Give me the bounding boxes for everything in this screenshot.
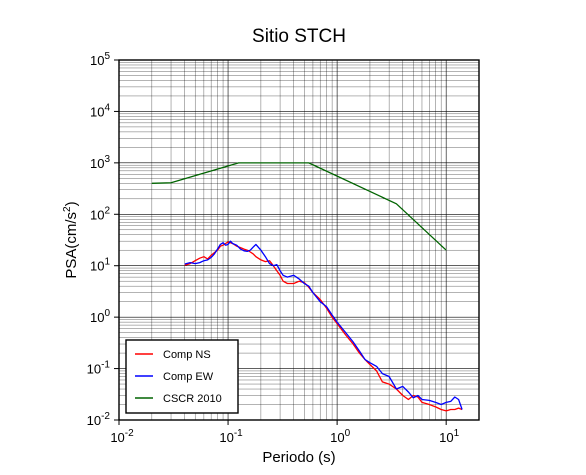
y-tick-exp: 3	[104, 154, 110, 165]
series-line-comp-ns	[184, 241, 463, 412]
y-tick-base: 10	[90, 259, 104, 274]
y-tick-label: 102	[90, 205, 110, 222]
y-tick-label: 10-2	[87, 411, 111, 428]
y-tick-exp: 2	[104, 205, 110, 216]
series-line-cscr-2010	[151, 162, 447, 251]
y-tick-exp: -1	[101, 360, 110, 371]
legend-label-comp-ns: Comp NS	[163, 349, 211, 361]
x-tick-label: 10-1	[219, 428, 243, 445]
x-tick-exp: -2	[125, 428, 134, 439]
y-tick-label: 10-1	[87, 360, 111, 377]
legend: Comp NS Comp EW CSCR 2010	[125, 339, 239, 414]
x-axis-ticks: 10-2 10-1 100 101	[110, 420, 460, 445]
y-axis-label-end: )	[63, 201, 80, 206]
y-tick-base: 10	[90, 104, 104, 119]
y-axis-label: PSA(cm/s2)	[62, 201, 80, 278]
y-axis-label-base: PSA(cm/s	[63, 212, 80, 279]
y-tick-base: 10	[90, 310, 104, 325]
legend-label-cscr-2010: CSCR 2010	[163, 393, 222, 405]
x-tick-exp: 1	[454, 428, 460, 439]
x-axis-label: Periodo (s)	[262, 449, 335, 466]
plot-frame	[118, 59, 480, 421]
x-tick-exp: 0	[345, 428, 351, 439]
y-tick-label: 104	[90, 102, 110, 119]
y-tick-label: 101	[90, 257, 110, 274]
series-layer	[151, 162, 463, 412]
y-tick-exp: 5	[104, 51, 110, 62]
x-tick-label: 101	[439, 428, 459, 445]
x-tick-base: 10	[439, 430, 453, 445]
y-tick-exp: 4	[104, 102, 110, 113]
y-axis-label-sup: 2	[62, 206, 73, 212]
x-tick-base: 10	[219, 430, 233, 445]
x-tick-base: 10	[110, 430, 124, 445]
y-tick-base: 10	[90, 53, 104, 68]
y-tick-label: 105	[90, 51, 110, 68]
y-tick-label: 103	[90, 154, 110, 171]
y-tick-base: 10	[87, 362, 101, 377]
chart-title: Sitio STCH	[252, 26, 346, 47]
legend-label-comp-ew: Comp EW	[163, 371, 214, 383]
y-tick-label: 100	[90, 308, 110, 325]
y-tick-base: 10	[90, 156, 104, 171]
x-tick-base: 10	[330, 430, 344, 445]
x-tick-label: 100	[330, 428, 350, 445]
x-tick-label: 10-2	[110, 428, 134, 445]
legend-items: Comp NS Comp EW CSCR 2010	[135, 349, 222, 405]
y-tick-exp: -2	[101, 411, 110, 422]
y-tick-base: 10	[90, 207, 104, 222]
y-tick-exp: 0	[104, 308, 110, 319]
x-tick-exp: -1	[234, 428, 243, 439]
y-tick-base: 10	[87, 413, 101, 428]
y-tick-exp: 1	[104, 257, 110, 268]
series-line-comp-ew	[184, 240, 463, 410]
